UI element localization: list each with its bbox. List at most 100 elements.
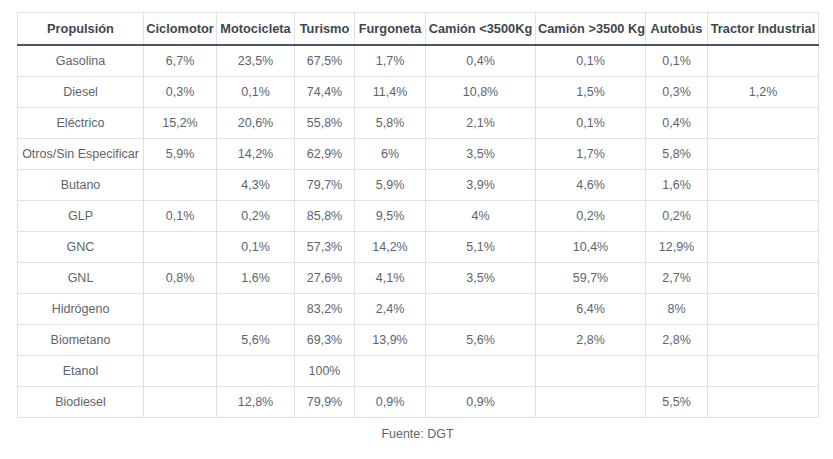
row-label: Butano — [18, 170, 144, 201]
table-body: Gasolina6,7%23,5%67,5%1,7%0,4%0,1%0,1%Di… — [18, 45, 819, 418]
value-cell: 14,2% — [355, 232, 426, 263]
row-label: GNL — [18, 263, 144, 294]
value-cell: 5,9% — [144, 139, 217, 170]
value-cell: 1,2% — [708, 77, 819, 108]
value-cell: 2,1% — [426, 108, 536, 139]
value-cell — [217, 356, 295, 387]
row-label: Diesel — [18, 77, 144, 108]
propulsion-share-table: PropulsiónCiclomotorMotocicletaTurismoFu… — [17, 12, 819, 418]
column-header: Propulsión — [18, 13, 144, 46]
row-label: Otros/Sin Especificar — [18, 139, 144, 170]
value-cell — [217, 294, 295, 325]
table-row: Etanol 100% — [18, 356, 819, 387]
row-label: Etanol — [18, 356, 144, 387]
value-cell: 4% — [426, 201, 536, 232]
column-header: Camión >3500 Kg — [536, 13, 646, 46]
table-row: Eléctrico15,2%20,6%55,8%5,8%2,1%0,1%0,4% — [18, 108, 819, 139]
value-cell: 1,6% — [646, 170, 708, 201]
value-cell: 0,9% — [426, 387, 536, 418]
value-cell — [708, 294, 819, 325]
table-header: PropulsiónCiclomotorMotocicletaTurismoFu… — [18, 13, 819, 46]
value-cell: 100% — [295, 356, 355, 387]
value-cell — [708, 232, 819, 263]
value-cell: 15,2% — [144, 108, 217, 139]
value-cell: 27,6% — [295, 263, 355, 294]
value-cell: 6,4% — [536, 294, 646, 325]
value-cell: 5,9% — [355, 170, 426, 201]
value-cell: 12,8% — [217, 387, 295, 418]
value-cell — [646, 356, 708, 387]
value-cell: 0,1% — [536, 108, 646, 139]
value-cell: 13,9% — [355, 325, 426, 356]
column-header: Motocicleta — [217, 13, 295, 46]
column-header: Turismo — [295, 13, 355, 46]
value-cell: 6% — [355, 139, 426, 170]
column-header: Autobús — [646, 13, 708, 46]
value-cell: 23,5% — [217, 45, 295, 77]
value-cell: 1,7% — [355, 45, 426, 77]
value-cell: 5,8% — [355, 108, 426, 139]
value-cell: 9,5% — [355, 201, 426, 232]
table-row: GNL0,8%1,6%27,6%4,1%3,5%59,7%2,7% — [18, 263, 819, 294]
value-cell — [144, 356, 217, 387]
column-header: Furgoneta — [355, 13, 426, 46]
value-cell — [708, 201, 819, 232]
value-cell: 1,5% — [536, 77, 646, 108]
value-cell — [144, 387, 217, 418]
value-cell — [708, 139, 819, 170]
table-row: GLP0,1%0,2%85,8%9,5%4%0,2%0,2% — [18, 201, 819, 232]
value-cell: 57,3% — [295, 232, 355, 263]
table-row: Butano4,3%79,7%5,9%3,9%4,6%1,6% — [18, 170, 819, 201]
table-row: Biodiesel12,8%79,9%0,9%0,9%5,5% — [18, 387, 819, 418]
value-cell: 1,6% — [217, 263, 295, 294]
value-cell: 0,4% — [426, 45, 536, 77]
row-label: Eléctrico — [18, 108, 144, 139]
value-cell: 3,9% — [426, 170, 536, 201]
value-cell: 3,5% — [426, 139, 536, 170]
value-cell — [708, 108, 819, 139]
header-row: PropulsiónCiclomotorMotocicletaTurismoFu… — [18, 13, 819, 46]
row-label: Gasolina — [18, 45, 144, 77]
value-cell — [708, 387, 819, 418]
value-cell: 0,1% — [144, 201, 217, 232]
value-cell: 0,3% — [646, 77, 708, 108]
source-caption: Fuente: DGT — [17, 427, 818, 441]
value-cell: 5,5% — [646, 387, 708, 418]
value-cell: 11,4% — [355, 77, 426, 108]
value-cell: 4,1% — [355, 263, 426, 294]
value-cell: 62,9% — [295, 139, 355, 170]
value-cell: 0,2% — [536, 201, 646, 232]
value-cell — [144, 325, 217, 356]
value-cell — [536, 387, 646, 418]
value-cell: 0,8% — [144, 263, 217, 294]
value-cell: 5,6% — [426, 325, 536, 356]
value-cell: 0,1% — [217, 77, 295, 108]
value-cell: 4,6% — [536, 170, 646, 201]
table-row: Diesel0,3%0,1%74,4%11,4%10,8%1,5%0,3%1,2… — [18, 77, 819, 108]
value-cell: 5,8% — [646, 139, 708, 170]
value-cell: 10,4% — [536, 232, 646, 263]
value-cell — [144, 232, 217, 263]
value-cell: 67,5% — [295, 45, 355, 77]
value-cell: 12,9% — [646, 232, 708, 263]
table-row: Biometano5,6%69,3%13,9%5,6%2,8%2,8% — [18, 325, 819, 356]
value-cell: 0,4% — [646, 108, 708, 139]
value-cell — [708, 356, 819, 387]
value-cell: 2,8% — [536, 325, 646, 356]
value-cell: 69,3% — [295, 325, 355, 356]
table-row: GNC0,1%57,3%14,2%5,1%10,4%12,9% — [18, 232, 819, 263]
value-cell — [708, 170, 819, 201]
table-row: Otros/Sin Especificar5,9%14,2%62,9%6%3,5… — [18, 139, 819, 170]
row-label: Hidrógeno — [18, 294, 144, 325]
value-cell: 79,9% — [295, 387, 355, 418]
value-cell: 3,5% — [426, 263, 536, 294]
value-cell — [536, 356, 646, 387]
column-header: Tractor Industrial — [708, 13, 819, 46]
row-label: Biodiesel — [18, 387, 144, 418]
page: PropulsiónCiclomotorMotocicletaTurismoFu… — [0, 0, 833, 441]
column-header: Ciclomotor — [144, 13, 217, 46]
value-cell: 59,7% — [536, 263, 646, 294]
value-cell: 0,9% — [355, 387, 426, 418]
value-cell: 0,2% — [217, 201, 295, 232]
value-cell — [426, 356, 536, 387]
